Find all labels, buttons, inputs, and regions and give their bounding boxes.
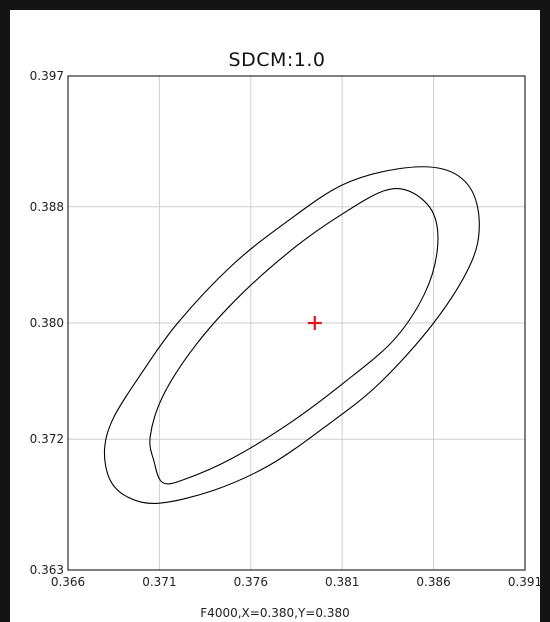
chart-title: SDCM:1.0 — [229, 49, 326, 71]
y-tick-label: 0.380 — [30, 316, 64, 330]
x-tick-label: 0.381 — [325, 575, 359, 589]
y-tick-label: 0.372 — [30, 432, 64, 446]
x-tick-label: 0.376 — [234, 575, 268, 589]
y-tick-label: 0.363 — [30, 563, 64, 577]
x-tick-label: 0.366 — [51, 575, 85, 589]
y-tick-label: 0.388 — [30, 200, 64, 214]
outer-ellipse — [103, 166, 480, 504]
chart-footer: F4000,X=0.380,Y=0.380 — [200, 606, 349, 620]
plot-area-border — [67, 75, 526, 571]
grid-lines — [67, 75, 526, 571]
y-tick-label: 0.397 — [30, 69, 64, 83]
y-axis-ticks: 0.397 0.388 0.380 0.372 0.363 — [30, 69, 64, 577]
center-marker — [307, 316, 322, 330]
x-tick-label: 0.371 — [142, 575, 176, 589]
inner-ellipse — [149, 188, 439, 485]
x-axis-ticks: 0.366 0.371 0.376 0.381 0.386 0.391 — [51, 575, 542, 589]
ellipse-series — [103, 166, 480, 504]
x-tick-label: 0.391 — [508, 575, 542, 589]
x-tick-label: 0.386 — [416, 575, 450, 589]
